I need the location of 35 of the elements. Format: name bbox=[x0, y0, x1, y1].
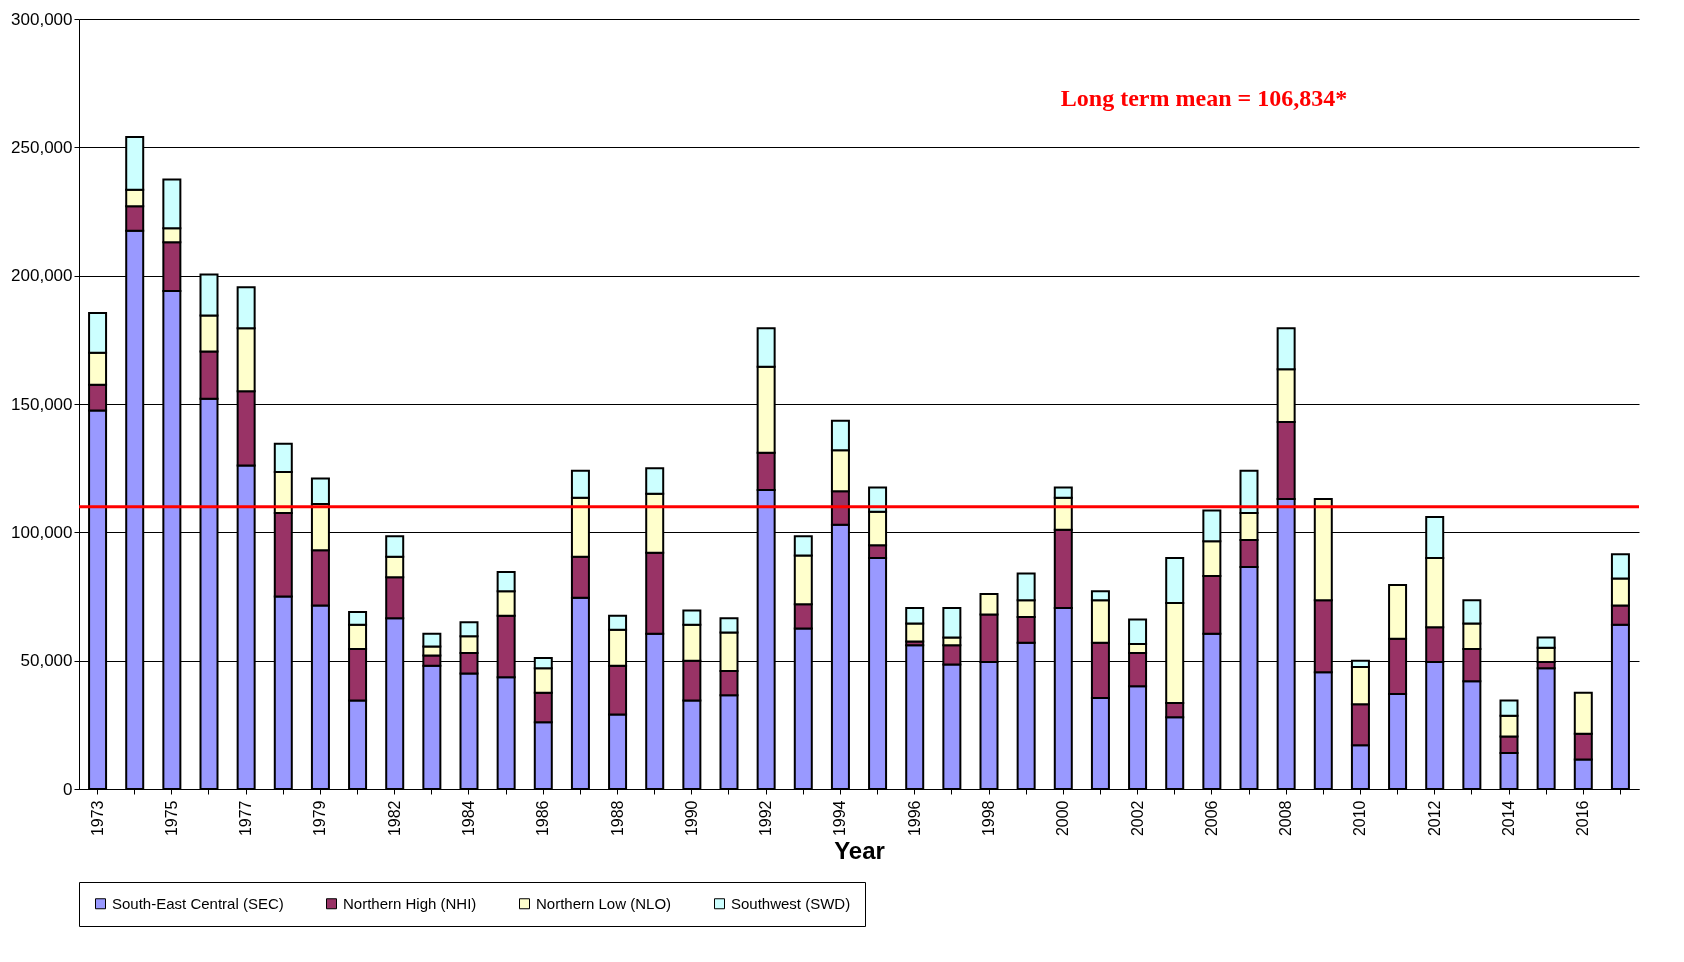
x-tick-label: 1994 bbox=[831, 800, 849, 837]
legend-label: Northern High (NHI) bbox=[343, 894, 477, 912]
x-tick-label: 1992 bbox=[757, 800, 775, 837]
x-tick-label: 1988 bbox=[608, 800, 626, 837]
x-tick-label: 1979 bbox=[311, 800, 329, 837]
y-tick-label: 0 bbox=[63, 779, 73, 799]
x-tick-label: 1975 bbox=[162, 800, 180, 837]
x-tick-label: 2000 bbox=[1054, 800, 1072, 837]
x-tick-label: 2008 bbox=[1277, 800, 1295, 837]
y-tick-label: 200,000 bbox=[11, 266, 73, 286]
y-tick-label: 250,000 bbox=[11, 137, 73, 157]
x-tick-label: 1977 bbox=[237, 800, 255, 837]
bar bbox=[310, 477, 330, 506]
x-axis-title: Year bbox=[834, 837, 885, 865]
y-tick-label: 150,000 bbox=[11, 394, 73, 414]
annotation: Long term mean = 106,834* bbox=[1060, 85, 1348, 111]
legend-label: South-East Central (SEC) bbox=[112, 894, 284, 912]
x-tick-label: 1982 bbox=[385, 800, 403, 837]
x-tick-label: 1973 bbox=[88, 800, 106, 837]
y-tick-label: 300,000 bbox=[11, 9, 73, 29]
y-tick-label: 100,000 bbox=[11, 522, 73, 542]
x-tick-label: 1984 bbox=[460, 800, 477, 837]
x-tick-label: 1990 bbox=[682, 800, 700, 837]
x-tick-label: 2016 bbox=[1574, 800, 1592, 837]
legend-label: Northern Low (NLO) bbox=[536, 894, 672, 912]
x-tick-label: 1996 bbox=[905, 800, 923, 837]
legend-label: Southwest (SWD) bbox=[731, 894, 851, 912]
x-tick-label: 2010 bbox=[1351, 800, 1369, 837]
x-tick-label: 2014 bbox=[1500, 800, 1517, 837]
x-tick-label: 1998 bbox=[980, 800, 997, 837]
y-tick-label: 50,000 bbox=[20, 651, 73, 671]
x-tick-label: 2012 bbox=[1425, 800, 1443, 837]
x-tick-label: 2002 bbox=[1128, 800, 1146, 837]
x-tick-label: 2006 bbox=[1202, 800, 1220, 837]
x-tick-label: 1986 bbox=[534, 800, 552, 837]
